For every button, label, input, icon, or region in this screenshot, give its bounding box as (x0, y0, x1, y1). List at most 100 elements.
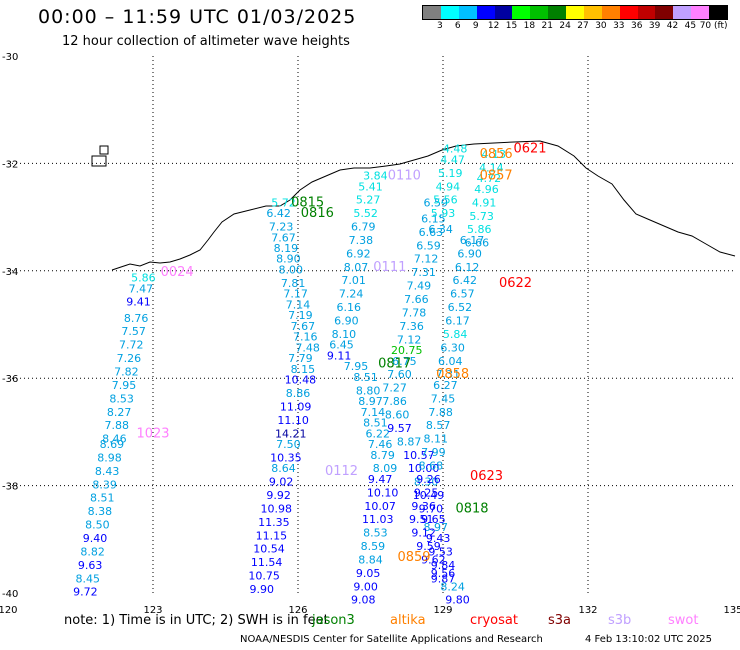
pass-time-label: 1023 (136, 426, 169, 441)
wave-height-value: 8.86 (286, 387, 311, 400)
wave-height-value: 7.86 (382, 395, 407, 408)
pass-time-label: 0856 (480, 147, 513, 162)
wave-height-value: 9.62 (421, 553, 446, 566)
wave-height-value: 10.48 (285, 374, 317, 387)
wave-height-value: 5.52 (353, 207, 378, 220)
wave-height-value: 8.68 (419, 459, 444, 472)
wave-height-value: 8.30 (414, 476, 439, 489)
wave-height-value: 9.08 (351, 594, 376, 607)
latitude-label: -34 (2, 267, 18, 278)
wave-height-value: 7.31 (436, 368, 461, 381)
legend-swatch (655, 6, 674, 19)
wave-height-tracks: 5.867.479.418.767.577.727.267.827.958.53… (73, 143, 506, 607)
wave-height-value: 6.90 (457, 247, 482, 260)
wave-height-value: 7.14 (361, 406, 386, 419)
wave-height-value: 8.43 (95, 465, 120, 478)
wave-height-value: 5.41 (358, 180, 383, 193)
wave-height-value: 9.63 (78, 559, 103, 572)
wave-height-value: 9.25 (414, 486, 439, 499)
wave-height-value: 6.17 (445, 315, 470, 328)
legend-label: 30 (595, 21, 607, 31)
pass-time-label: 0857 (480, 169, 513, 184)
wave-height-value: 8.82 (80, 545, 105, 558)
wave-height-value: 5.86 (131, 272, 156, 285)
wave-height-value: 7.36 (399, 320, 424, 333)
wave-height-value: 8.57 (426, 419, 451, 432)
pass-time-label: 0112 (325, 464, 358, 479)
legend-label: 70 (ft) (699, 21, 728, 31)
color-legend-labels: 3 6 9 12 15 18 21 24 27 30 33 36 39 42 45 70 (ft) (422, 21, 728, 31)
wave-height-value: 6.90 (334, 315, 359, 328)
wave-height-value: 4.13 (482, 148, 507, 161)
wave-height-value: 14.21 (275, 427, 307, 440)
wave-height-value: 8.51 (353, 371, 378, 384)
wave-height-value: 8.51 (363, 417, 388, 430)
wave-height-value: 7.46 (368, 438, 393, 451)
pass-time-label: 0816 (301, 206, 334, 221)
longitude-label: 135 (723, 605, 740, 616)
page-title: 00:00 – 11:59 UTC 01/03/2025 (38, 6, 357, 28)
wave-height-value: 10.35 (270, 451, 302, 464)
wave-height-value: 5.19 (438, 167, 463, 180)
longitude-label: 126 (288, 605, 307, 616)
wave-height-value: 11.03 (362, 513, 394, 526)
wave-height-value: 7.38 (349, 234, 374, 247)
wave-height-value: 8.90 (276, 253, 301, 266)
wave-height-value: 9.90 (250, 583, 275, 596)
wave-height-value: 7.81 (281, 277, 306, 290)
wave-height-value: 8.76 (124, 312, 149, 325)
wave-height-value: 6.63 (419, 226, 444, 239)
latitude-label: -32 (2, 159, 18, 170)
wave-height-value: 4.91 (472, 196, 497, 209)
legend-swatch (601, 6, 620, 19)
wave-height-value: 8.15 (291, 363, 316, 376)
wave-height-value: 9.92 (266, 489, 291, 502)
wave-height-value: 9.43 (426, 532, 451, 545)
wave-height-value: 7.45 (431, 392, 456, 405)
wave-height-value: 6.16 (337, 301, 362, 314)
legend-swatch (476, 6, 495, 19)
wave-height-value: 7.67 (271, 231, 296, 244)
wave-height-value: 5.93 (431, 207, 456, 220)
wave-height-value: 9.02 (269, 476, 294, 489)
wave-height-value: 7.24 (339, 288, 364, 301)
wave-height-value: 6.22 (366, 427, 391, 440)
legend-label: 36 (630, 21, 643, 31)
wave-height-value: 6.57 (450, 288, 475, 301)
wave-height-value: 10.57 (403, 449, 435, 462)
wave-height-value: 4.47 (440, 153, 465, 166)
legend-label: 15 (505, 21, 518, 31)
latitude-label: -40 (2, 589, 18, 600)
wave-height-value: 9.84 (431, 559, 456, 572)
wave-height-value: 4.72 (477, 172, 502, 185)
wave-height-value: 8.64 (271, 462, 296, 475)
wave-height-value: 6.75 (392, 355, 417, 368)
wave-height-value: 8.46 (102, 433, 127, 446)
wave-height-value: 7.82 (114, 366, 139, 379)
wave-height-value: 8.87 (397, 435, 422, 448)
wave-height-value: 7.14 (286, 298, 311, 311)
lat-lon-grid (8, 56, 733, 593)
wave-height-value: 8.97 (424, 521, 449, 534)
wave-height-value: 9.59 (416, 540, 441, 553)
wave-height-value: 3.84 (363, 170, 388, 183)
wave-height-value: 9.12 (411, 527, 436, 540)
wave-height-value: 11.09 (280, 400, 312, 413)
wave-height-value: 7.49 (407, 280, 432, 293)
wave-height-value: 6.42 (453, 274, 478, 287)
wave-height-value: 5.86 (467, 223, 492, 236)
wave-height-value: 8.39 (92, 478, 117, 491)
wave-height-value: 6.59 (424, 196, 449, 209)
wave-height-value: 4.14 (479, 161, 504, 174)
wave-height-value: 9.65 (421, 513, 446, 526)
legend-swatch (619, 6, 638, 19)
wave-height-value: 6.79 (351, 221, 376, 234)
legend-label: 12 (487, 21, 500, 31)
wave-height-value: 7.26 (117, 352, 142, 365)
wave-height-value: 7.72 (119, 339, 144, 352)
wave-height-value: 8.45 (76, 572, 101, 585)
wave-height-value: 5.72 (271, 196, 296, 209)
wave-height-value: 10.00 (408, 462, 440, 475)
